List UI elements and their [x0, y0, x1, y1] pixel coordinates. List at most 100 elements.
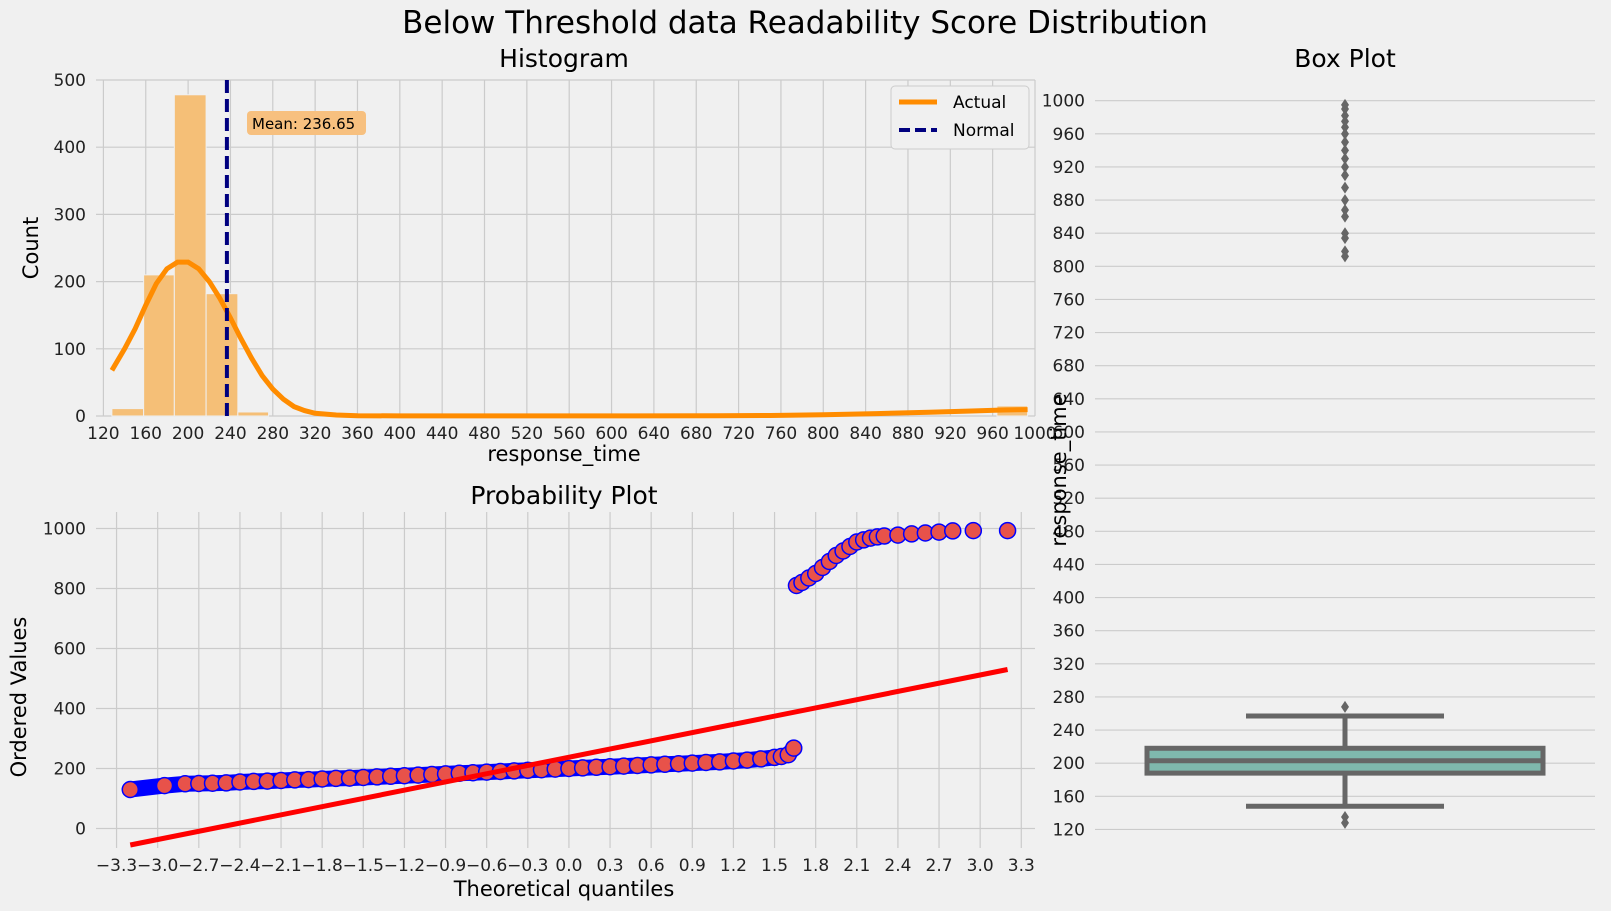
- outlier-marker: [1341, 160, 1349, 173]
- outlier-marker: [1341, 204, 1349, 217]
- histogram-bar: [205, 293, 239, 417]
- histogram-y-label: Count: [19, 217, 43, 279]
- box-plot-title: Box Plot: [1294, 44, 1396, 73]
- box-y-tick-label: 960: [1053, 125, 1085, 145]
- figure-title: Below Threshold data Readability Score D…: [402, 5, 1208, 41]
- histogram-x-tick-label: 120: [87, 424, 119, 444]
- outlier-marker: [1341, 181, 1349, 194]
- histogram-y-ticks: 0 100 200 300 400 500: [54, 71, 86, 427]
- histogram-x-tick-label: 440: [426, 424, 458, 444]
- histogram-x-tick-label: 680: [680, 424, 712, 444]
- histogram-x-tick-label: 760: [765, 424, 797, 444]
- outlier-marker: [1341, 109, 1349, 122]
- legend-normal-label: Normal: [953, 121, 1015, 141]
- probability-y-tick-label: 800: [54, 580, 86, 600]
- box-y-tick-label: 720: [1053, 324, 1085, 344]
- box-y-tick-label: 440: [1053, 555, 1085, 575]
- box-y-tick-label: 840: [1053, 224, 1085, 244]
- box-y-ticks: 120 160 200 240 280 320 360 400 440 480 520 560 600 6…: [1042, 92, 1085, 841]
- mean-annotation-box: [247, 111, 366, 135]
- box-y-tick-label: 600: [1053, 423, 1085, 443]
- histogram-x-tick-label: 520: [511, 424, 543, 444]
- probability-x-tick-label: −2.1: [260, 856, 301, 876]
- probability-x-tick-label: −2.7: [178, 856, 219, 876]
- probability-x-tick-label: −3.3: [96, 856, 137, 876]
- histogram-x-ticks: 120 160 200 240 280 320 360 400 440 480 520 560 600 6…: [87, 424, 1056, 444]
- histogram-panel: Mean: 236.65 120 160 200 240 280 320 360 400 440…: [19, 44, 1057, 467]
- probability-y-tick-label: 1000: [43, 520, 86, 540]
- box-y-tick-label: 480: [1053, 522, 1085, 542]
- probability-x-tick-label: 2.7: [926, 856, 953, 876]
- box-y-tick-label: 280: [1053, 688, 1085, 708]
- mean-annotation: Mean: 236.65: [247, 111, 366, 135]
- probability-point: [155, 776, 174, 795]
- box-y-tick-label: 800: [1053, 257, 1085, 277]
- outlier-marker: [1341, 811, 1349, 824]
- probability-x-tick-label: 2.4: [884, 856, 911, 876]
- histogram-bars: [111, 94, 1029, 417]
- probability-x-tick-label: 2.1: [843, 856, 870, 876]
- probability-x-tick-label: 1.8: [802, 856, 829, 876]
- histogram-x-tick-label: 960: [976, 424, 1008, 444]
- box-y-tick-label: 920: [1053, 158, 1085, 178]
- outlier-marker: [1341, 245, 1349, 258]
- box-y-tick-label: 320: [1053, 655, 1085, 675]
- probability-x-tick-label: 0.0: [555, 856, 582, 876]
- legend-actual-label: Actual: [953, 93, 1006, 113]
- histogram-x-tick-label: 320: [299, 424, 331, 444]
- probability-x-label: Theoretical quantiles: [453, 877, 675, 901]
- box-y-tick-label: 1000: [1042, 92, 1085, 112]
- probability-point: [784, 739, 803, 757]
- probability-x-tick-label: −2.4: [219, 856, 260, 876]
- histogram-x-tick-label: 200: [172, 424, 204, 444]
- histogram-x-tick-label: 800: [807, 424, 839, 444]
- histogram-x-tick-label: 160: [130, 424, 162, 444]
- probability-y-tick-label: 0: [75, 820, 86, 840]
- box-y-label: response_time: [1047, 393, 1072, 546]
- outlier-marker: [1341, 210, 1349, 223]
- outlier-marker: [1341, 227, 1349, 240]
- histogram-bar: [173, 94, 207, 417]
- probability-plot-area: [96, 512, 1035, 848]
- probability-x-tick-label: 0.9: [679, 856, 706, 876]
- histogram-legend: Actual Normal: [890, 85, 1030, 150]
- histogram-x-tick-label: 480: [468, 424, 500, 444]
- probability-point: [998, 521, 1017, 540]
- probability-x-tick-label: 3.3: [1008, 856, 1035, 876]
- probability-x-tick-label: 3.0: [967, 856, 994, 876]
- histogram-x-tick-label: 880: [892, 424, 924, 444]
- outlier-marker: [1341, 136, 1349, 149]
- histogram-y-tick-label: 500: [54, 71, 86, 91]
- outlier-marker: [1341, 700, 1349, 713]
- probability-plot-panel: −3.3 −3.0 −2.7 −2.4 −2.1 −1.8 −1.5 −1.2 −0.9 −0.6…: [7, 481, 1035, 901]
- box-y-tick-label: 680: [1053, 357, 1085, 377]
- histogram-title: Histogram: [499, 44, 629, 73]
- probability-title: Probability Plot: [470, 481, 657, 510]
- probability-x-tick-label: 0.3: [597, 856, 624, 876]
- histogram-x-tick-label: 560: [553, 424, 585, 444]
- probability-y-ticks: 0 200 400 600 800 1000: [43, 520, 86, 840]
- probability-y-label: Ordered Values: [7, 617, 31, 778]
- box-plot-panel: 120 160 200 240 280 320 360 400 440 480 520 560 600 6…: [1042, 44, 1595, 846]
- histogram-x-tick-label: 1000: [1013, 424, 1056, 444]
- box-y-tick-label: 120: [1053, 820, 1085, 840]
- probability-point: [121, 780, 140, 799]
- outlier-marker: [1341, 144, 1349, 157]
- box-y-tick-label: 400: [1053, 589, 1085, 609]
- outlier-marker: [1341, 169, 1349, 182]
- probability-x-tick-label: −1.5: [343, 856, 384, 876]
- box-outliers: [1341, 98, 1349, 829]
- probability-x-tick-label: −0.6: [466, 856, 507, 876]
- probability-points-high: [787, 521, 1017, 595]
- box-y-tick-label: 360: [1053, 622, 1085, 642]
- outlier-marker: [1341, 152, 1349, 165]
- probability-y-tick-label: 400: [54, 700, 86, 720]
- box-y-tick-label: 200: [1053, 754, 1085, 774]
- probability-x-tick-label: −0.3: [507, 856, 548, 876]
- histogram-x-tick-label: 920: [934, 424, 966, 444]
- probability-x-tick-label: 1.2: [720, 856, 747, 876]
- outlier-marker: [1341, 194, 1349, 207]
- box-y-tick-label: 520: [1053, 489, 1085, 509]
- histogram-x-tick-label: 840: [849, 424, 881, 444]
- probability-x-tick-label: 0.6: [638, 856, 665, 876]
